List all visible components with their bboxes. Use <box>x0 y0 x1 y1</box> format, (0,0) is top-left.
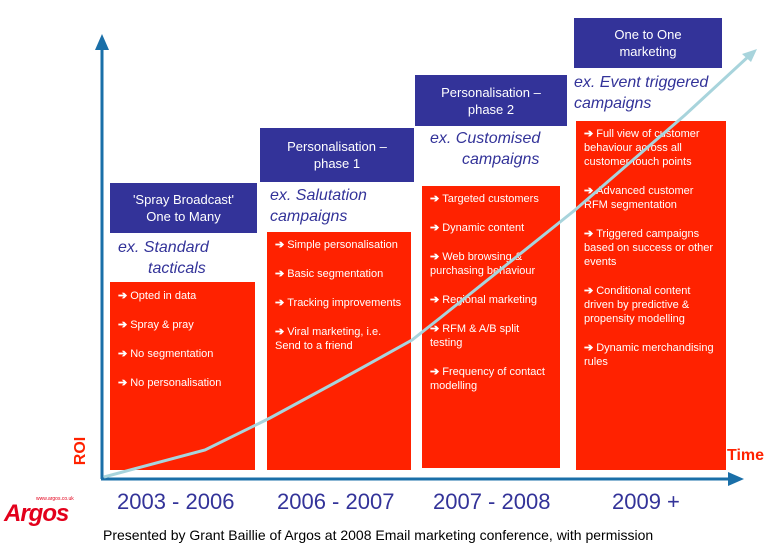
stage-1-item: ➔ No segmentation <box>118 348 214 360</box>
stage-4-example-line-2: campaigns <box>574 95 652 112</box>
stage-1-example: ex. Standard tacticals <box>118 237 209 279</box>
stage-4-header: One to One marketing <box>574 18 722 68</box>
arrow-right-icon: ➔ <box>275 326 285 338</box>
arrow-right-icon: ➔ <box>584 285 594 297</box>
period-label: 2006 - 2007 <box>277 489 395 514</box>
stage-1-header-line-2: One to Many <box>146 209 221 224</box>
stage-1-item: ➔ No personalisation <box>118 377 222 389</box>
stage-1-header: 'Spray Broadcast' One to Many <box>110 183 257 233</box>
arrow-right-icon: ➔ <box>430 294 440 306</box>
stage-2-item: ➔ Tracking improvements <box>275 297 402 309</box>
arrow-right-icon: ➔ <box>275 239 285 251</box>
stage-1-example-line-1: ex. Standard <box>118 239 209 256</box>
stage-4-example: ex. Event triggered campaigns <box>574 72 708 114</box>
stage-2-item: ➔ Basic segmentation <box>275 268 384 280</box>
stage-2-header-line-2: phase 1 <box>313 156 361 171</box>
stage-4-box: ➔ Full view of customer behaviour across … <box>576 121 726 470</box>
stage-2-header: Personalisation – phase 1 <box>260 128 414 182</box>
arrow-right-icon: ➔ <box>430 193 440 205</box>
logo-url: www.argos.co.uk <box>36 496 74 502</box>
stage-3-item: ➔ Targeted customers <box>430 193 539 205</box>
arrow-right-icon: ➔ <box>584 185 594 197</box>
stage-3-header-line-1: Personalisation – <box>441 84 541 100</box>
arrow-right-icon: ➔ <box>275 297 285 309</box>
arrow-right-icon: ➔ <box>430 222 440 234</box>
stage-3-item: ➔ Web browsing & purchasing behaviour <box>430 251 536 277</box>
stage-1-example-line-2: tacticals <box>148 260 206 277</box>
stage-2-example-line-2: campaigns <box>270 208 348 225</box>
stage-4-item: ➔ Advanced customer RFM segmentation <box>584 185 694 211</box>
arrow-right-icon: ➔ <box>118 348 128 360</box>
stage-3-item: ➔ RFM & A/B split testing <box>430 323 520 349</box>
arrow-right-icon: ➔ <box>584 128 594 140</box>
stage-3-example-line-1: ex. Customised <box>430 130 541 147</box>
period-label: 2009 + <box>612 489 680 514</box>
stage-3-box: ➔ Targeted customers ➔ Dynamic content ➔ We… <box>422 186 560 468</box>
stage-4-header-line-1: One to One <box>614 27 682 42</box>
arrow-right-icon: ➔ <box>430 323 440 335</box>
stage-3-example: ex. Customised campaigns <box>430 128 540 170</box>
stage-2-item: ➔ Simple personalisation <box>275 239 398 251</box>
stage-2-example: ex. Salutation campaigns <box>270 185 367 227</box>
y-axis-label: ROI <box>72 436 89 466</box>
stage-2-item: ➔ Viral marketing, i.e. Send to a friend <box>275 326 382 352</box>
x-axis-arrowhead <box>728 472 744 486</box>
period-label: 2007 - 2008 <box>433 489 551 514</box>
footer-credit: Presented by Grant Baillie of Argos at 2… <box>103 527 654 543</box>
roi-trend-line <box>103 53 752 479</box>
arrow-right-icon: ➔ <box>118 377 128 389</box>
arrow-right-icon: ➔ <box>430 366 440 378</box>
stage-4-example-line-1: ex. Event triggered <box>574 74 709 91</box>
stage-3-item: ➔ Frequency of contact modelling <box>430 366 545 392</box>
arrow-right-icon: ➔ <box>118 319 128 331</box>
stage-3-example-line-2: campaigns <box>462 151 540 168</box>
stage-1-header-line-1: 'Spray Broadcast' <box>132 192 235 207</box>
stage-3-header: Personalisation – phase 2 <box>415 75 567 126</box>
stage-1-item: ➔ Spray & pray <box>118 319 194 331</box>
stage-3-header-line-2: phase 2 <box>467 101 515 117</box>
arrow-right-icon: ➔ <box>584 228 594 240</box>
period-label: 2003 - 2006 <box>117 489 235 514</box>
stage-3-item: ➔ Dynamic content <box>430 222 525 234</box>
x-axis-label: Time <box>727 447 765 464</box>
y-axis-arrowhead <box>95 34 109 50</box>
stage-4-header-line-2: marketing <box>619 44 677 59</box>
stage-4-item: ➔ Triggered campaigns based on success or… <box>584 228 714 268</box>
stage-4-item: ➔ Conditional content driven by predictiv… <box>584 285 691 325</box>
stage-2-box: ➔ Simple personalisation ➔ Basic segmentat… <box>267 232 411 470</box>
stage-2-example-line-1: ex. Salutation <box>270 187 367 204</box>
arrow-right-icon: ➔ <box>118 290 128 302</box>
trend-arrowhead <box>742 49 757 62</box>
argos-logo: www.argos.co.uk Argos <box>4 496 74 532</box>
stage-2-header-line-1: Personalisation – <box>287 139 387 154</box>
stage-4-item: ➔ Full view of customer behaviour across … <box>584 128 700 168</box>
logo-wordmark: Argos <box>4 500 69 527</box>
arrow-right-icon: ➔ <box>430 251 440 263</box>
arrow-right-icon: ➔ <box>584 342 594 354</box>
stage-4-item: ➔ Dynamic merchandising rules <box>584 342 714 368</box>
arrow-right-icon: ➔ <box>275 268 285 280</box>
stage-1-item: ➔ Opted in data <box>118 290 197 302</box>
